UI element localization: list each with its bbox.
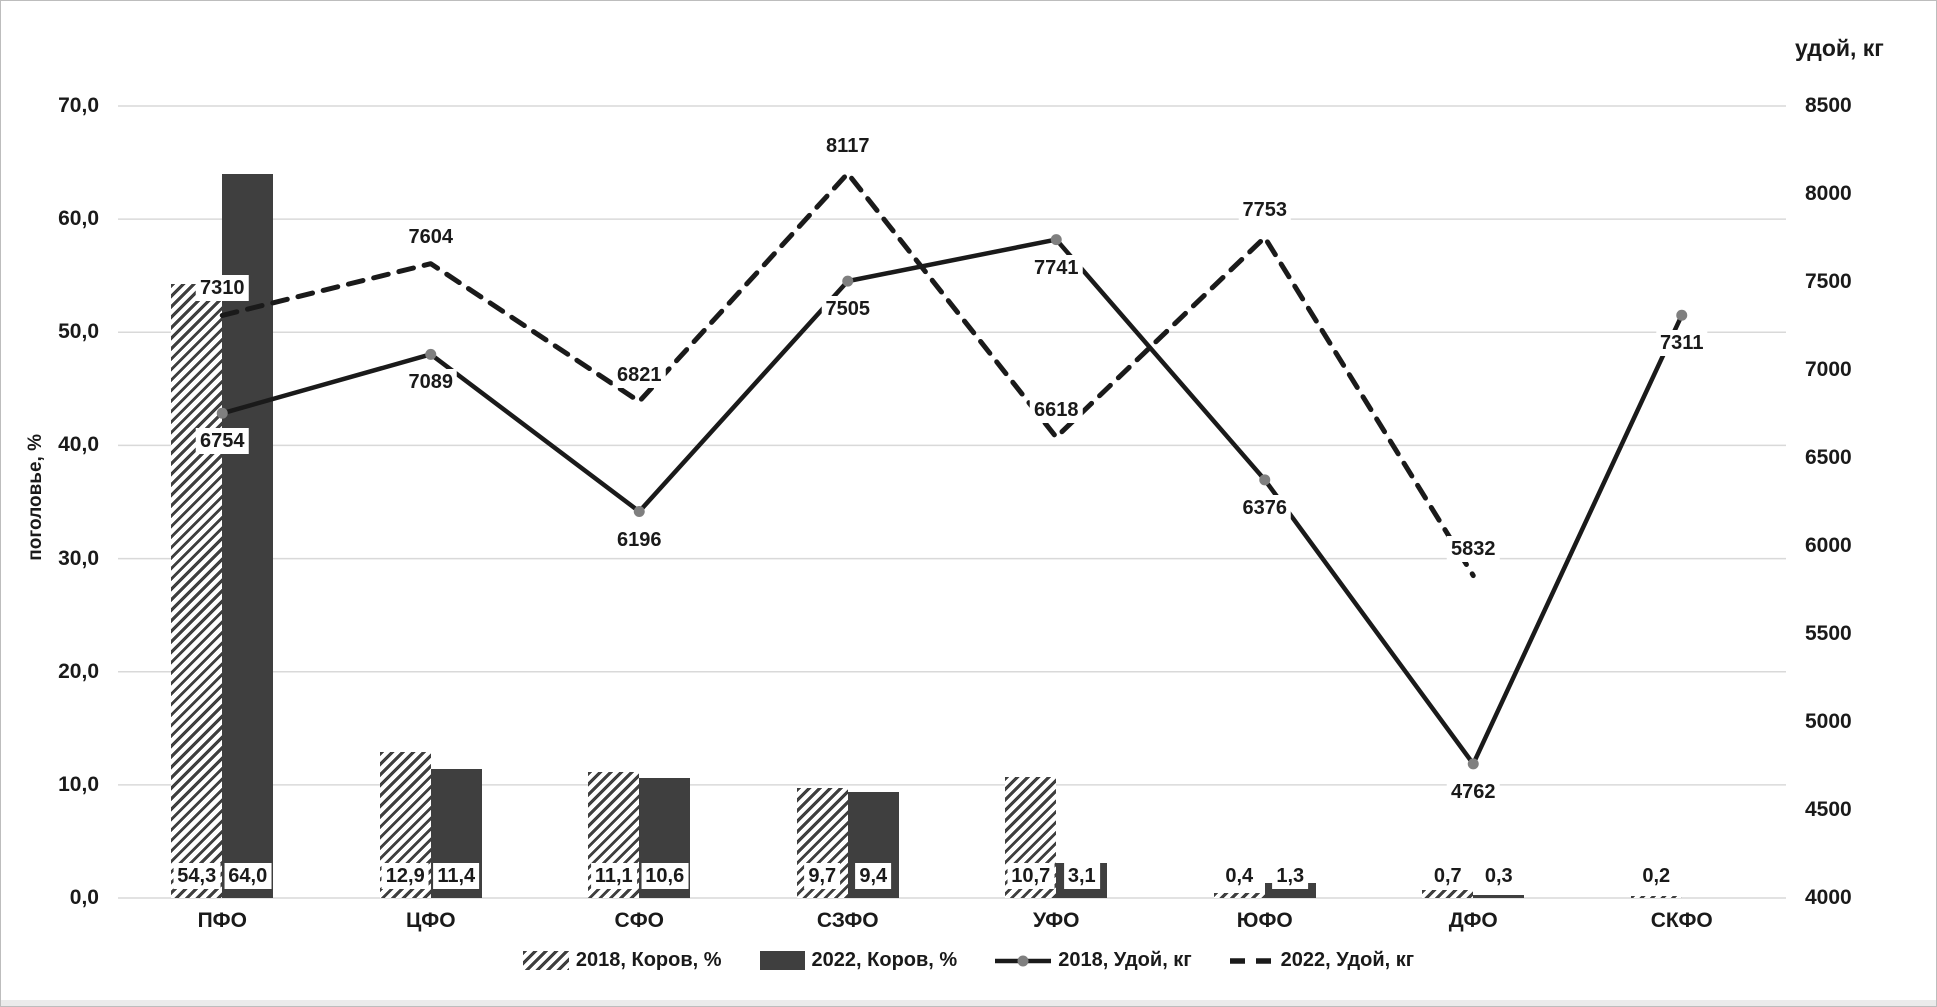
line-marker xyxy=(216,407,228,419)
line-value-label: 7310 xyxy=(196,275,249,302)
solid-line-marker-swatch-icon xyxy=(995,955,1052,966)
left-axis-tick-label: 10,0 xyxy=(58,772,99,796)
bar-value-label: 3,1 xyxy=(1063,863,1100,889)
line-value-label: 7089 xyxy=(404,369,457,396)
bar-value-label: 11,1 xyxy=(590,863,637,889)
line-2022-yield xyxy=(219,170,1476,579)
bar-value-label: 0,7 xyxy=(1429,863,1466,889)
bar-value-label: 10,6 xyxy=(641,863,689,889)
legend-item-2022-yield: 2022, Удой, кг xyxy=(1229,949,1415,972)
left-axis-tick-label: 20,0 xyxy=(58,659,99,683)
x-axis-category-label: СКФО xyxy=(1650,909,1713,932)
legend-label-2018-yield: 2018, Удой, кг xyxy=(1058,949,1192,971)
line-value-label: 7505 xyxy=(821,296,874,323)
line-value-label: 7604 xyxy=(404,223,457,250)
line-value-label: 5832 xyxy=(1447,535,1500,562)
line-marker xyxy=(633,506,645,518)
right-axis-tick-label: 8000 xyxy=(1805,182,1852,205)
bar-value-label: 0,2 xyxy=(1638,863,1675,889)
hatched-bar-swatch-icon xyxy=(522,951,569,970)
legend-item-2018-cows: 2018, Коров, % xyxy=(522,949,722,972)
bar-value-label: 64,0 xyxy=(224,863,272,889)
right-axis-tick-label: 7500 xyxy=(1805,270,1852,293)
right-axis-title: удой, кг xyxy=(1795,35,1884,61)
legend-item-2018-yield: 2018, Удой, кг xyxy=(995,949,1192,972)
legend-label-2022-yield: 2022, Удой, кг xyxy=(1280,949,1415,971)
bar-2018-5 xyxy=(1213,893,1265,898)
line-marker xyxy=(1259,474,1271,486)
x-axis-category-label: УФО xyxy=(1032,909,1080,932)
bar-value-label: 11,4 xyxy=(433,863,480,889)
bar-value-label: 0,3 xyxy=(1480,863,1517,889)
x-axis-category-label: СЗФО xyxy=(816,909,879,932)
bar-value-label: 9,7 xyxy=(804,863,841,889)
right-axis-tick-label: 5500 xyxy=(1805,622,1852,645)
line-value-label: 6618 xyxy=(1030,397,1083,424)
left-axis-tick-label: 70,0 xyxy=(58,94,99,117)
left-axis-tick-label: 30,0 xyxy=(58,546,99,570)
line-value-label: 7311 xyxy=(1656,330,1708,357)
left-axis-tick-label: 0,0 xyxy=(69,886,99,909)
line-value-label: 7753 xyxy=(1238,197,1291,224)
left-axis-tick-label: 60,0 xyxy=(58,207,99,231)
bar-2018-0 xyxy=(171,283,223,898)
line-value-label: 7741 xyxy=(1030,254,1083,281)
legend-label-2022-cows: 2022, Коров, % xyxy=(811,949,958,971)
line-marker xyxy=(1467,758,1479,770)
line-value-label: 8117 xyxy=(822,133,874,160)
bar-2018-6 xyxy=(1422,890,1474,898)
solid-bar-swatch-icon xyxy=(759,951,805,970)
line-value-label: 6754 xyxy=(196,428,249,455)
right-axis-tick-label: 5000 xyxy=(1805,710,1852,733)
bar-value-label: 12,9 xyxy=(381,863,429,889)
bar-2018-7 xyxy=(1630,895,1682,898)
bar-2022-6 xyxy=(1473,894,1525,898)
line-value-label: 6821 xyxy=(613,361,666,388)
right-axis-tick-label: 8500 xyxy=(1805,94,1852,117)
left-axis-tick-label: 40,0 xyxy=(58,433,99,457)
legend-item-2022-cows: 2022, Коров, % xyxy=(759,949,958,972)
dashed-line-swatch-icon xyxy=(1229,957,1274,964)
line-marker xyxy=(1050,234,1062,246)
bar-value-label: 10,7 xyxy=(1007,863,1055,889)
line-2018-yield xyxy=(220,237,1684,767)
line-value-label: 4762 xyxy=(1447,778,1500,805)
line-marker xyxy=(1676,309,1688,321)
right-axis-tick-label: 6500 xyxy=(1805,446,1852,469)
right-axis-tick-label: 4500 xyxy=(1805,798,1852,821)
window-bottom-strip xyxy=(1,1000,1936,1006)
legend-label-2018-cows: 2018, Коров, % xyxy=(575,949,722,971)
bar-value-label: 54,3 xyxy=(173,863,221,889)
bar-value-label: 9,4 xyxy=(855,863,892,889)
x-axis-category-label: ЦФО xyxy=(405,909,456,932)
bar-value-label: 0,4 xyxy=(1221,863,1258,889)
line-marker xyxy=(425,348,437,360)
legend: 2018, Коров, % 2022, Коров, % 2018, Удой… xyxy=(1,949,1936,972)
line-marker xyxy=(842,275,854,287)
x-axis-category-label: ПФО xyxy=(197,909,247,932)
x-axis-category-label: ДФО xyxy=(1448,909,1498,932)
line-value-label: 6196 xyxy=(613,526,666,553)
right-axis-tick-label: 7000 xyxy=(1805,358,1852,381)
x-axis-category-label: СФО xyxy=(614,909,664,932)
right-axis-tick-label: 4000 xyxy=(1805,886,1852,909)
right-axis-tick-label: 6000 xyxy=(1805,534,1852,557)
bar-value-label: 1,3 xyxy=(1272,863,1309,889)
left-axis-tick-label: 50,0 xyxy=(58,320,99,344)
line-value-label: 6376 xyxy=(1238,494,1291,521)
x-axis-category-label: ЮФО xyxy=(1236,909,1293,932)
